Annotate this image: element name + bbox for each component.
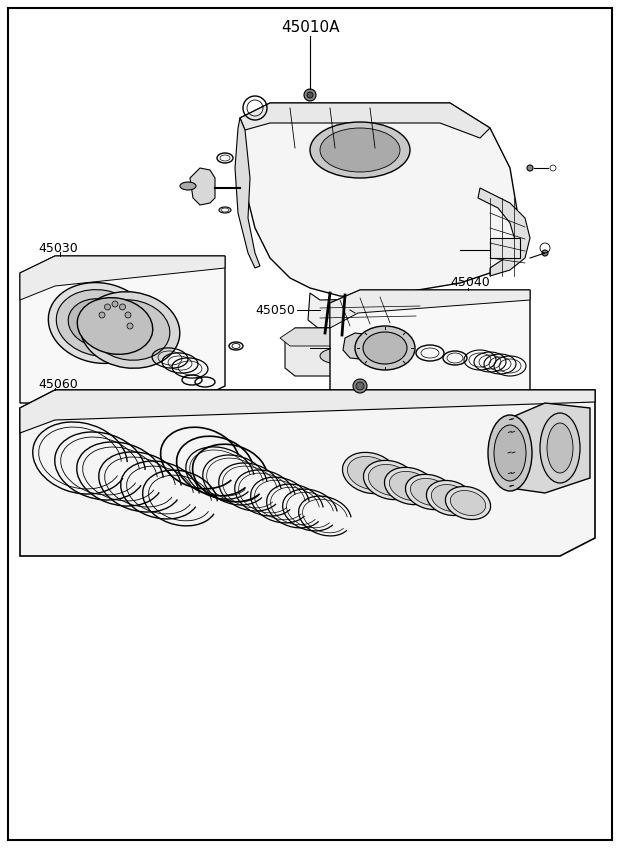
Ellipse shape [427,481,474,516]
Ellipse shape [378,348,402,364]
Circle shape [357,375,363,381]
Ellipse shape [327,331,347,339]
Circle shape [304,89,316,101]
Polygon shape [308,290,430,328]
Circle shape [99,312,105,318]
Circle shape [354,372,366,384]
Polygon shape [240,103,490,138]
Ellipse shape [432,484,469,511]
Ellipse shape [405,474,454,510]
Circle shape [127,323,133,329]
Text: 45030: 45030 [38,242,78,254]
Polygon shape [280,328,440,346]
Text: 45060: 45060 [38,377,78,390]
Polygon shape [20,256,225,300]
Ellipse shape [445,487,490,520]
Circle shape [125,312,131,318]
Circle shape [542,250,548,256]
Ellipse shape [310,122,410,178]
Polygon shape [478,188,530,276]
Ellipse shape [68,298,132,348]
Circle shape [105,304,110,310]
Ellipse shape [90,300,170,360]
Text: 45040: 45040 [450,276,490,289]
Ellipse shape [368,465,412,495]
Circle shape [353,379,367,393]
Ellipse shape [389,471,431,500]
Ellipse shape [384,467,435,505]
Circle shape [112,301,118,307]
Circle shape [356,382,364,390]
Polygon shape [20,390,595,433]
Ellipse shape [363,332,407,364]
Circle shape [307,92,313,98]
Ellipse shape [450,490,485,516]
Ellipse shape [56,290,144,356]
Bar [490,238,520,258]
Polygon shape [330,290,530,408]
Text: 45010A: 45010A [281,20,339,36]
Polygon shape [285,328,440,376]
Ellipse shape [320,348,360,364]
Ellipse shape [363,460,417,499]
Ellipse shape [347,456,392,489]
Polygon shape [20,256,225,403]
Polygon shape [510,403,590,493]
Ellipse shape [410,478,449,505]
Circle shape [527,165,533,171]
Ellipse shape [540,413,580,483]
Ellipse shape [180,182,196,190]
Ellipse shape [80,292,180,368]
Polygon shape [330,290,530,328]
Polygon shape [240,103,520,298]
Ellipse shape [78,298,153,354]
Text: 45050: 45050 [255,304,295,316]
Ellipse shape [320,128,400,172]
Polygon shape [343,333,385,360]
Polygon shape [235,118,260,268]
Ellipse shape [342,452,397,494]
Circle shape [120,304,125,310]
Ellipse shape [547,423,573,473]
Ellipse shape [488,415,532,491]
Ellipse shape [355,326,415,370]
Ellipse shape [48,282,152,364]
Polygon shape [20,390,595,556]
Ellipse shape [494,425,526,481]
Polygon shape [190,168,215,205]
